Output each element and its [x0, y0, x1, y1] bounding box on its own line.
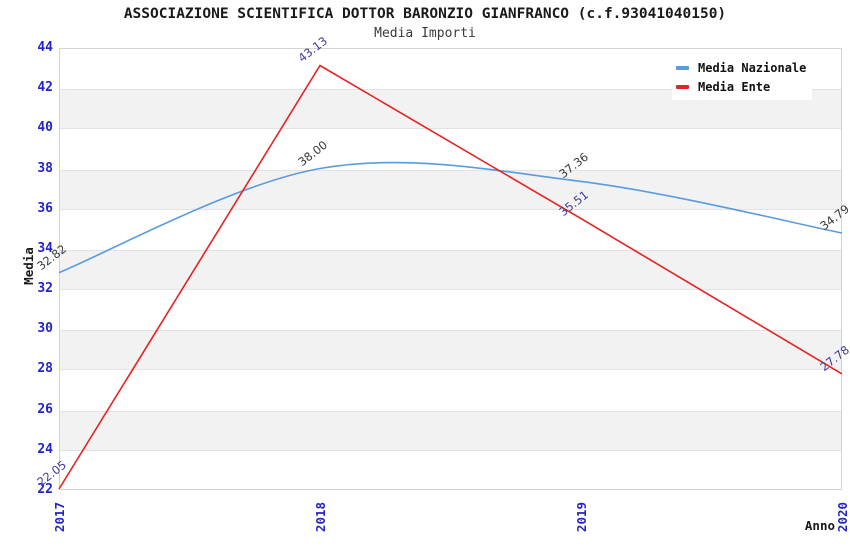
plot-area	[59, 48, 842, 490]
y-tick-label: 22	[37, 482, 53, 497]
grid-band-gray	[60, 330, 841, 371]
grid-band-white	[60, 370, 841, 410]
y-tick-label: 32	[37, 281, 53, 297]
legend-item: Media Nazionale	[676, 58, 812, 77]
legend-label: Media Nazionale	[698, 60, 807, 75]
y-tick-label: 28	[37, 361, 53, 377]
y-tick-label: 34	[37, 240, 53, 256]
grid-band-white	[60, 129, 841, 169]
legend-item: Media Ente	[676, 77, 812, 96]
y-tick-label: 42	[37, 80, 53, 96]
y-tick-label: 24	[37, 441, 53, 457]
grid-band-gray	[60, 410, 841, 451]
y-tick-label: 44	[37, 40, 53, 55]
x-tick-label: 2020	[835, 501, 850, 533]
grid-band-white	[60, 290, 841, 330]
y-tick-label: 36	[37, 200, 53, 216]
chart-title: ASSOCIAZIONE SCIENTIFICA DOTTOR BARONZIO…	[123, 6, 727, 22]
grid-band-gray	[60, 249, 841, 291]
chart-subtitle: Media Importi	[374, 26, 476, 41]
y-tick-label: 40	[37, 120, 53, 136]
x-tick-label: 2019	[574, 501, 589, 533]
y-tick-label: 26	[37, 401, 53, 417]
x-tick-label: 2017	[52, 501, 67, 533]
y-tick-label: 30	[37, 321, 53, 337]
y-tick-label: 38	[37, 160, 53, 176]
y-axis-title: Media	[21, 247, 36, 285]
x-tick-label: 2018	[313, 501, 328, 533]
grid-band-gray	[60, 169, 841, 210]
legend: Media Nazionale Media Ente	[672, 55, 812, 100]
x-axis-title: Anno	[804, 518, 835, 533]
grid-band-white	[60, 210, 841, 250]
legend-line-marker	[676, 65, 689, 70]
grid-band-white	[60, 451, 841, 491]
legend-label: Media Ente	[698, 79, 771, 94]
legend-line-marker	[676, 84, 689, 89]
